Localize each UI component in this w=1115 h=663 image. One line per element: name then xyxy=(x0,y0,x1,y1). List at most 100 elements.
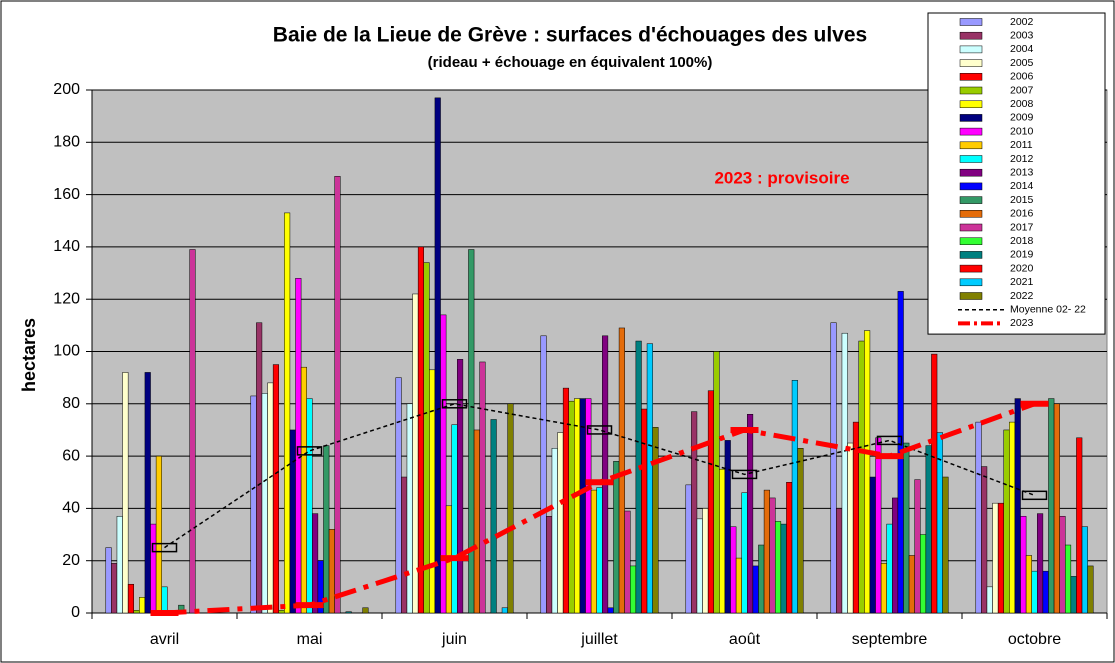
bar xyxy=(836,508,843,614)
bar xyxy=(1009,421,1016,614)
bar xyxy=(1081,526,1088,614)
bar xyxy=(440,314,447,614)
bar xyxy=(574,398,581,614)
bar xyxy=(256,322,263,614)
legend-swatch xyxy=(959,127,983,136)
bar xyxy=(685,484,692,614)
legend-swatch xyxy=(959,141,983,150)
bar xyxy=(719,468,726,614)
legend-swatch xyxy=(959,59,983,67)
legend-label: 2010 xyxy=(1010,125,1034,137)
bar xyxy=(289,429,296,614)
bar xyxy=(747,414,754,614)
bar xyxy=(791,380,798,614)
chart-subtitle: (rideau + échouage en équivalent 100%) xyxy=(428,54,713,71)
legend-label: 2016 xyxy=(1010,208,1034,220)
bar xyxy=(758,544,765,614)
bar xyxy=(1059,515,1066,614)
bar xyxy=(300,366,307,614)
y-tick-label: 200 xyxy=(53,81,80,98)
bar xyxy=(886,523,893,614)
bar xyxy=(602,335,609,614)
legend-label: 2019 xyxy=(1010,249,1034,261)
bar xyxy=(613,461,620,614)
legend-swatch xyxy=(959,155,983,163)
bar xyxy=(1076,437,1083,614)
bar xyxy=(841,332,848,614)
bar xyxy=(122,372,129,614)
bar xyxy=(769,497,776,614)
bar xyxy=(429,369,436,614)
legend-swatch xyxy=(959,31,983,40)
bar xyxy=(585,398,592,614)
bar xyxy=(1037,513,1044,614)
legend-swatch xyxy=(959,86,983,95)
bar xyxy=(284,212,291,614)
legend-label: 2013 xyxy=(1010,166,1034,178)
x-tick-label: juillet xyxy=(580,631,618,648)
bar xyxy=(869,476,876,614)
bar xyxy=(501,607,508,614)
bar xyxy=(713,351,720,614)
legend-label: 2007 xyxy=(1010,84,1034,96)
bar xyxy=(852,421,859,614)
y-tick-label: 100 xyxy=(53,343,80,360)
x-tick-label: avril xyxy=(150,631,179,648)
y-tick-label: 180 xyxy=(53,134,80,151)
bar xyxy=(362,607,369,614)
bar xyxy=(707,390,714,614)
bar xyxy=(1065,544,1072,614)
legend-box xyxy=(927,12,1106,335)
line-marker xyxy=(441,399,468,409)
bar xyxy=(641,408,648,614)
x-tick-label: octobre xyxy=(1008,631,1061,648)
legend-label: 2006 xyxy=(1010,71,1034,83)
legend-label: 2015 xyxy=(1010,194,1034,206)
bar xyxy=(858,340,865,614)
bar xyxy=(691,411,698,614)
bar xyxy=(1025,555,1032,614)
bar xyxy=(479,361,486,614)
bar xyxy=(786,482,793,614)
x-tick-label: août xyxy=(729,631,761,648)
bar xyxy=(417,246,424,614)
bar xyxy=(306,398,313,614)
bar xyxy=(1053,403,1060,614)
bar xyxy=(261,393,268,614)
bar xyxy=(267,382,274,614)
bar xyxy=(730,526,737,614)
bar xyxy=(864,330,871,614)
bar xyxy=(797,448,804,614)
bar xyxy=(920,534,927,614)
bar xyxy=(1014,398,1021,614)
bar xyxy=(1048,398,1055,614)
legend-label: 2008 xyxy=(1010,98,1034,110)
bar xyxy=(925,445,932,614)
bar xyxy=(1031,570,1038,614)
bar xyxy=(607,607,614,614)
legend-swatch xyxy=(959,264,983,273)
legend-label: 2020 xyxy=(1010,262,1034,274)
bar xyxy=(763,489,770,614)
bar xyxy=(161,586,168,614)
bar xyxy=(724,440,731,614)
bar xyxy=(652,427,659,614)
y-tick-label: 140 xyxy=(53,238,80,255)
bar xyxy=(473,429,480,614)
bar xyxy=(278,610,285,614)
line-marker xyxy=(1021,490,1048,501)
bar xyxy=(908,555,915,614)
legend-label: 2022 xyxy=(1010,290,1034,302)
y-tick-label: 160 xyxy=(53,186,80,203)
bar xyxy=(931,353,938,614)
legend-label: 2023 xyxy=(1010,317,1034,329)
bar xyxy=(914,479,921,614)
y-tick-label: 40 xyxy=(62,500,80,517)
legend-label: Moyenne 02- 22 xyxy=(1010,303,1086,315)
bar xyxy=(1003,429,1010,614)
legend-swatch xyxy=(959,278,983,287)
bar xyxy=(507,403,514,614)
annotation: 2023 : provisoire xyxy=(714,168,849,187)
bar xyxy=(1070,576,1077,614)
